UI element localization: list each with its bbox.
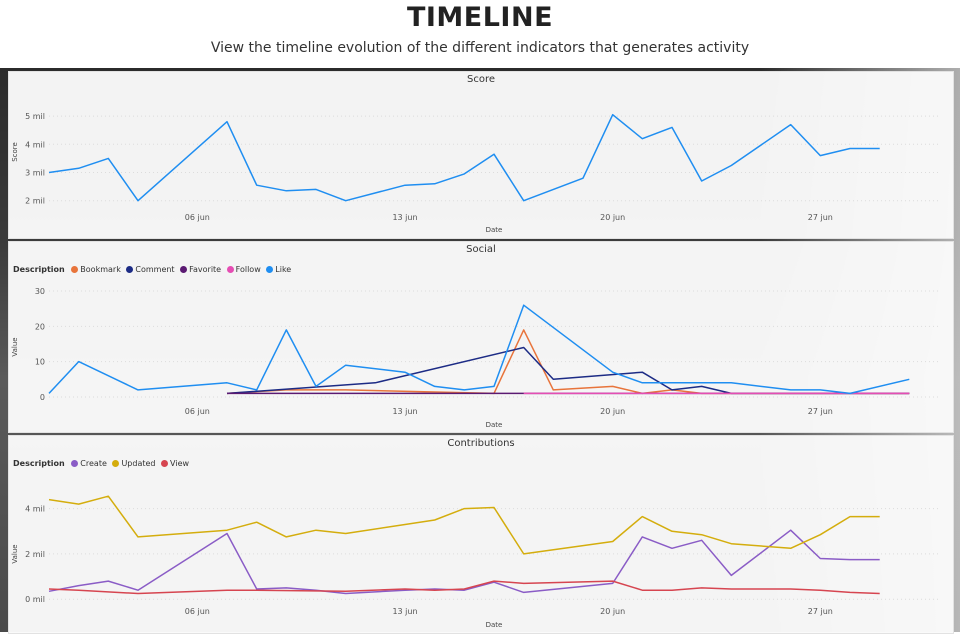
- legend-item-follow[interactable]: Follow: [226, 265, 261, 274]
- legend-dot-bookmark: [71, 266, 79, 273]
- legend-label-updated: Updated: [121, 459, 156, 468]
- y-tick-label: 2 mil: [25, 550, 45, 559]
- legend-title: Description: [13, 459, 65, 468]
- y-tick-label: 10: [35, 358, 45, 367]
- x-tick-label: 06 jun: [185, 607, 210, 616]
- series-line-updated[interactable]: [48, 495, 880, 555]
- legend-dot-follow: [226, 266, 234, 273]
- y-tick-label: 4 mil: [25, 140, 45, 149]
- contributions-line-chart[interactable]: 0 mil 2 mil 4 mil 06 jun 13 jun 20 jun 27 jun D…: [9, 436, 953, 633]
- y-tick-label: 30: [35, 287, 45, 296]
- score-chart-title: Score: [466, 74, 495, 85]
- x-tick-label: 20 jun: [600, 607, 625, 616]
- legend-label-follow: Follow: [235, 265, 261, 274]
- social-chart-title: Social: [466, 244, 496, 255]
- legend-label-comment: Comment: [135, 265, 175, 274]
- contributions-chart-panel[interactable]: Contributions Description Create Updated…: [8, 435, 954, 634]
- y-tick-label: 2 mil: [25, 197, 45, 206]
- x-tick-label: 06 jun: [185, 407, 210, 416]
- score-line-chart[interactable]: 2 mil 3 mil 4 mil 5 mil 06 jun 13 jun 20 jun 27…: [9, 72, 953, 238]
- x-tick-label: 20 jun: [600, 213, 625, 222]
- legend-label-like: Like: [275, 265, 292, 274]
- y-tick-label: 20: [35, 322, 45, 331]
- legend-dot-create: [71, 460, 79, 467]
- page-title: TIMELINE: [406, 2, 554, 33]
- legend-item-updated[interactable]: Updated: [112, 459, 156, 468]
- x-tick-label: 27 jun: [808, 213, 833, 222]
- legend-dot-favorite: [180, 266, 188, 273]
- score-chart-panel[interactable]: Score 2 mil 3 mil 4 mil 5 mil 06 jun 13 jun 20…: [8, 71, 954, 239]
- x-axis-title: Date: [486, 621, 503, 629]
- legend-item-comment[interactable]: Comment: [126, 265, 175, 274]
- legend-dot-comment: [126, 266, 134, 273]
- contributions-legend[interactable]: Description Create Updated View: [13, 459, 192, 468]
- series-line-view[interactable]: [48, 580, 880, 595]
- legend-item-create[interactable]: Create: [71, 459, 107, 468]
- x-tick-label: 27 jun: [808, 607, 833, 616]
- legend-item-view[interactable]: View: [161, 459, 189, 468]
- y-tick-label: 4 mil: [25, 505, 45, 514]
- x-tick-label: 06 jun: [185, 213, 210, 222]
- y-tick-label: 3 mil: [25, 169, 45, 178]
- legend-label-favorite: Favorite: [189, 265, 222, 274]
- x-tick-label: 20 jun: [600, 407, 625, 416]
- legend-title: Description: [13, 265, 65, 274]
- y-tick-label: 0: [40, 393, 45, 402]
- y-axis-title: Value: [11, 337, 19, 356]
- x-tick-label: 27 jun: [808, 407, 833, 416]
- y-axis-title: Score: [11, 142, 19, 162]
- legend-label-create: Create: [80, 459, 107, 468]
- x-axis-title: Date: [486, 226, 503, 234]
- social-line-chart[interactable]: 0 10 20 30 06 jun 13 jun 20 jun 27 jun Date Value: [9, 242, 953, 432]
- x-tick-label: 13 jun: [392, 407, 417, 416]
- page-subtitle: View the timeline evolution of the diffe…: [210, 40, 750, 56]
- y-tick-label: 5 mil: [25, 112, 45, 121]
- series-line-like[interactable]: [48, 304, 910, 395]
- legend-dot-view: [161, 460, 169, 467]
- legend-item-like[interactable]: Like: [266, 265, 291, 274]
- legend-item-favorite[interactable]: Favorite: [180, 265, 221, 274]
- x-axis-title: Date: [486, 421, 503, 429]
- series-line-comment[interactable]: [226, 346, 910, 395]
- legend-item-bookmark[interactable]: Bookmark: [71, 265, 121, 274]
- y-axis-title: Value: [11, 544, 19, 563]
- legend-label-view: View: [170, 459, 190, 468]
- social-chart-panel[interactable]: Social Description Bookmark Comment Favo…: [8, 241, 954, 433]
- social-legend[interactable]: Description Bookmark Comment Favorite Fo…: [13, 265, 294, 274]
- legend-label-bookmark: Bookmark: [80, 265, 121, 274]
- x-tick-label: 13 jun: [392, 607, 417, 616]
- x-tick-label: 13 jun: [392, 213, 417, 222]
- legend-dot-updated: [112, 460, 120, 467]
- series-line-score[interactable]: [48, 113, 880, 202]
- y-tick-label: 0 mil: [25, 595, 45, 604]
- report-header: TIMELINE View the timeline evolution of …: [0, 0, 960, 68]
- contributions-chart-title: Contributions: [447, 438, 515, 449]
- series-line-create[interactable]: [48, 529, 880, 595]
- legend-dot-like: [266, 266, 274, 273]
